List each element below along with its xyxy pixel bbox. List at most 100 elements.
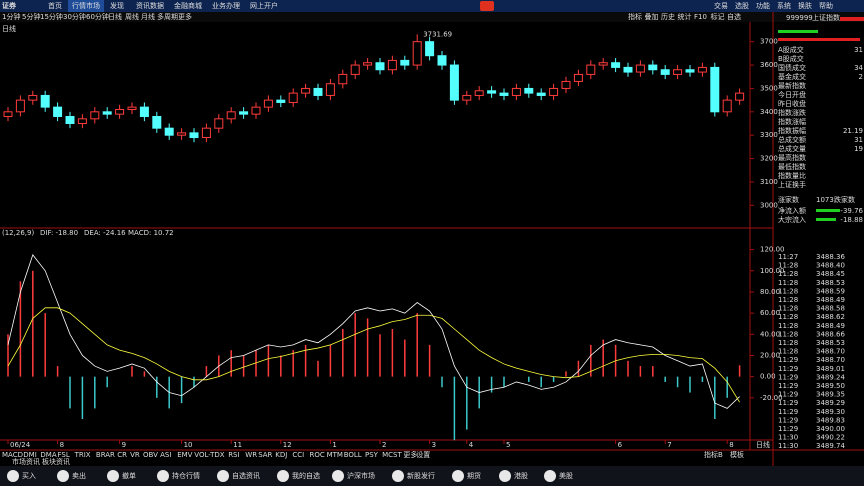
menu-item[interactable]: 帮助 xyxy=(819,1,833,10)
indicator-tab[interactable]: BRAR xyxy=(96,451,115,459)
indicator-tab[interactable]: WR xyxy=(245,451,257,459)
tick-price: 3489.50 xyxy=(816,382,845,390)
bottom-button[interactable]: 买入 xyxy=(22,472,36,480)
indicator-tab[interactable]: DMA xyxy=(40,451,56,459)
period-tab[interactable]: 30分钟 xyxy=(63,12,86,21)
bottom-button[interactable]: 自选资讯 xyxy=(232,471,260,480)
indicator-tab[interactable]: ROC xyxy=(310,451,325,459)
indicator-tab[interactable]: CR xyxy=(117,451,127,459)
bottom-button[interactable]: 美股 xyxy=(559,471,573,480)
tool-button[interactable]: 指标 xyxy=(628,12,642,21)
tool-button[interactable]: F10 xyxy=(694,13,707,21)
tick-time: 11:28 xyxy=(778,322,798,330)
menu-item[interactable]: 行情市场 xyxy=(72,1,100,10)
period-tab[interactable]: 多周期 xyxy=(157,12,178,21)
tick-time: 11:29 xyxy=(778,373,798,381)
tick-price: 3488.70 xyxy=(816,356,845,364)
period-tab[interactable]: 日线 xyxy=(108,12,122,21)
indicator-tab[interactable]: ASI xyxy=(160,451,171,459)
indicator-tab[interactable]: 模板 xyxy=(730,450,744,459)
menu-item[interactable]: 交易 xyxy=(714,1,728,10)
flow-bar xyxy=(816,209,840,212)
indicator-tab[interactable]: EMV xyxy=(177,451,192,459)
tick-price: 3489.74 xyxy=(816,442,845,450)
indicator-tab[interactable]: FSL xyxy=(58,451,70,459)
menu-item[interactable]: 业务办理 xyxy=(212,1,240,10)
candle-body xyxy=(462,94,472,101)
field-label: 最新指数 xyxy=(778,81,806,90)
panel-bar xyxy=(778,38,860,41)
bottom-button[interactable]: 港股 xyxy=(514,471,528,480)
candle-body xyxy=(400,59,410,66)
bottom-button[interactable]: 我的自选 xyxy=(292,471,320,480)
indicator-tab[interactable]: VOL-TDX xyxy=(194,451,225,459)
indicator-tab[interactable]: DMI xyxy=(23,451,37,459)
menu-item[interactable]: 资讯数据 xyxy=(136,1,164,10)
candle-body xyxy=(722,99,732,113)
indicator-tab[interactable]: 设置 xyxy=(416,450,430,459)
indicator-tab[interactable]: RSI xyxy=(228,451,239,459)
candle-body xyxy=(90,111,100,120)
bottom-icon xyxy=(392,470,404,482)
bottom-button[interactable]: 卖出 xyxy=(72,471,86,480)
indicator-tab[interactable]: MTM xyxy=(327,451,343,459)
tool-button[interactable]: 自选 xyxy=(727,12,741,21)
y-tick-label: 20.00 xyxy=(760,351,780,359)
indicator-tab[interactable]: VR xyxy=(130,451,140,459)
bottom-button[interactable]: 沪深市场 xyxy=(347,471,375,480)
indicator-tab[interactable]: MCST xyxy=(382,451,402,459)
bottom-icon xyxy=(499,470,511,482)
period-tab[interactable]: 1分钟 xyxy=(2,12,20,21)
field-label: B股成交 xyxy=(778,54,804,63)
field-label: 指数振幅 xyxy=(778,126,806,135)
y-tick-label: 3000 xyxy=(760,201,778,209)
tick-price: 3488.49 xyxy=(816,296,845,304)
indicator-tab[interactable]: CCI xyxy=(292,451,304,459)
menu-item[interactable]: 发现 xyxy=(110,1,124,10)
tick-price: 3489.35 xyxy=(816,391,845,399)
menu-item[interactable]: 网上开户 xyxy=(250,1,278,10)
period-tab[interactable]: 周线 xyxy=(125,12,139,21)
bottom-button[interactable]: 持仓行情 xyxy=(172,471,200,480)
bottom-button[interactable]: 撤单 xyxy=(122,471,136,480)
menu-item[interactable]: 金融商城 xyxy=(174,1,202,10)
indicator-tab[interactable]: 指标B xyxy=(704,450,723,459)
news-tab[interactable]: 板块资讯 xyxy=(42,457,70,466)
period-tab[interactable]: 15分钟 xyxy=(40,12,63,21)
tool-button[interactable]: 标记 xyxy=(711,12,725,21)
candle-body xyxy=(598,62,608,66)
tick-price: 3490.00 xyxy=(816,425,845,433)
bottom-bar xyxy=(0,466,864,486)
indicator-tab[interactable]: KDJ xyxy=(275,451,287,459)
menu-item[interactable]: 功能 xyxy=(756,1,770,10)
candle-body xyxy=(65,115,75,125)
indicator-tab[interactable]: TRIX xyxy=(74,451,91,459)
tool-button[interactable]: 统计 xyxy=(678,12,692,21)
bottom-button[interactable]: 期货 xyxy=(467,471,481,480)
menu-item[interactable]: 换肤 xyxy=(798,1,812,10)
tool-button[interactable]: 叠加 xyxy=(645,12,659,21)
tick-price: 3488.58 xyxy=(816,305,845,313)
period-tab[interactable]: 更多 xyxy=(178,12,192,21)
period-tab[interactable]: 月线 xyxy=(141,12,155,21)
indicator-tab[interactable]: 更多 xyxy=(403,450,417,459)
bottom-button[interactable]: 新股发行 xyxy=(407,471,435,480)
indicator-tab[interactable]: PSY xyxy=(365,451,379,459)
tool-button[interactable]: 历史 xyxy=(661,12,675,21)
indicator-legend: DEA: -24.16 xyxy=(84,229,126,237)
indicator-tab[interactable]: SAR xyxy=(258,451,272,459)
indicator-tab[interactable]: BOLL xyxy=(344,451,362,459)
candle-body xyxy=(425,41,435,57)
indicator-tab[interactable]: MACD xyxy=(2,451,23,459)
menu-item[interactable]: 系统 xyxy=(777,1,791,10)
period-tab[interactable]: 5分钟 xyxy=(22,12,40,21)
period-tab[interactable]: 60分钟 xyxy=(86,12,109,21)
news-tab[interactable]: 市场资讯 xyxy=(12,457,40,466)
menu-item[interactable]: 首页 xyxy=(48,1,62,10)
indicator-tab[interactable]: OBV xyxy=(143,451,158,459)
menu-item[interactable]: 选股 xyxy=(735,1,749,10)
candle-body xyxy=(28,94,38,101)
bottom-icon xyxy=(332,470,344,482)
candle-body xyxy=(387,59,397,71)
candle-body xyxy=(573,73,583,82)
